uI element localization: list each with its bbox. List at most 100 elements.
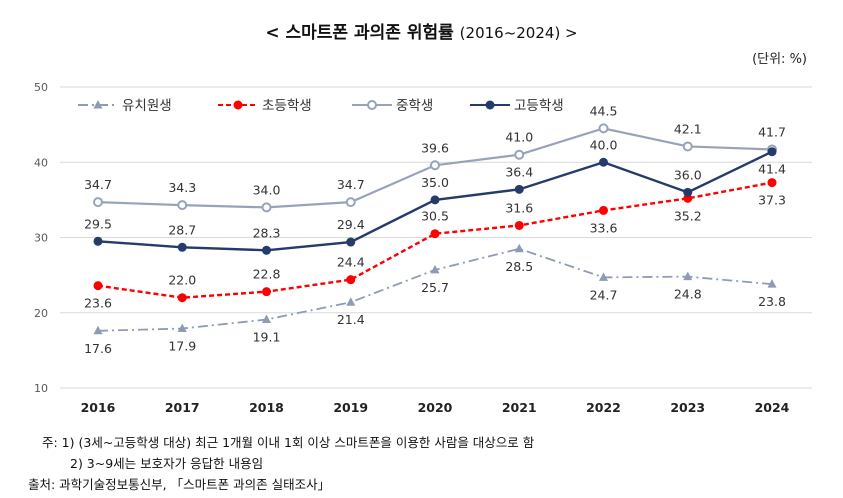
data-point-triangle	[767, 279, 777, 288]
legend-label: 중학생	[396, 98, 433, 114]
legend-item: 초등학생	[218, 98, 312, 114]
y-tick-label: 30	[34, 232, 48, 245]
legend-label: 유치원생	[122, 98, 172, 114]
data-label: 40.0	[590, 137, 618, 152]
data-label: 17.6	[84, 341, 112, 356]
legend-item: 유치원생	[78, 98, 172, 114]
legend-label: 고등학생	[514, 98, 564, 114]
data-point	[177, 200, 188, 211]
data-label: 44.5	[590, 103, 618, 118]
data-point	[430, 229, 440, 239]
x-tick-label: 2017	[165, 400, 200, 415]
note-1: 주: 1) (3세~고등학생 대상) 최근 1개월 이내 1회 이상 스마트폰을…	[42, 435, 535, 450]
data-point	[514, 149, 525, 160]
series-중학생: 34.7 34.3 34.0 34.7 39.6 41.0 44.5 42.1 41.7	[84, 103, 786, 213]
x-tick-label: 2021	[502, 400, 537, 415]
series-유치원생: 17.6 17.9 19.1 21.4 25.7 28.5 24.7 24.8 23.8	[84, 243, 786, 356]
data-point	[514, 184, 524, 194]
unit-label: (단위: %)	[752, 52, 807, 67]
note-2: 2) 3~9세는 보호자가 응답한 내용임	[70, 456, 264, 471]
x-tick-label: 2024	[755, 400, 790, 415]
data-point-triangle	[346, 297, 356, 306]
data-label: 34.7	[337, 177, 365, 192]
data-label: 39.6	[421, 140, 449, 155]
data-label: 30.5	[421, 209, 449, 224]
data-point	[262, 287, 271, 297]
data-point	[682, 141, 693, 152]
data-point	[262, 245, 271, 255]
source-note: 출처: 과학기술정보통신부, 「스마트폰 과의존 실태조사」	[28, 477, 331, 492]
data-point-triangle	[683, 271, 693, 281]
data-point	[430, 160, 440, 171]
data-label: 34.0	[253, 182, 281, 197]
data-label: 34.7	[84, 177, 112, 192]
series-line	[97, 181, 773, 299]
data-point	[767, 147, 777, 157]
data-label: 22.8	[253, 267, 281, 282]
chart-title: < 스마트폰 과의존 위험률 (2016~2024) >	[0, 18, 843, 43]
data-label: 23.8	[758, 294, 786, 309]
data-label: 22.0	[168, 273, 196, 288]
data-label: 28.3	[253, 225, 281, 240]
data-point-triangle	[93, 325, 103, 335]
x-tick-label: 2023	[670, 400, 705, 415]
legend-marker-icon	[485, 100, 495, 110]
data-point-triangle	[599, 272, 608, 281]
data-label: 35.0	[421, 175, 449, 190]
data-point	[346, 237, 356, 247]
data-point	[599, 205, 608, 215]
x-tick-label: 2016	[81, 400, 116, 415]
legend-item: 고등학생	[470, 98, 564, 114]
data-point	[430, 195, 440, 205]
data-point-triangle	[430, 264, 440, 274]
data-label: 36.4	[505, 164, 533, 179]
data-point-triangle	[514, 243, 524, 253]
data-point	[599, 157, 608, 167]
data-label: 36.0	[674, 167, 702, 182]
series-초등학생: 23.6 22.0 22.8 24.4 30.5 31.6 33.6 35.2 37.3	[84, 178, 786, 311]
data-label: 25.7	[421, 280, 449, 295]
legend-marker-icon	[367, 100, 377, 110]
data-label: 24.8	[674, 287, 702, 302]
data-point	[93, 197, 103, 208]
y-tick-label: 50	[34, 81, 48, 94]
data-point	[767, 178, 777, 188]
data-point-triangle	[177, 323, 187, 333]
x-tick-label: 2020	[418, 400, 453, 415]
data-label: 24.7	[590, 287, 618, 302]
data-label: 19.1	[253, 330, 281, 345]
legend-item: 중학생	[352, 98, 433, 114]
title-text: < 스마트폰 과의존 위험률	[265, 23, 454, 43]
data-point	[346, 275, 356, 285]
x-tick-label: 2022	[586, 400, 621, 415]
data-point	[683, 187, 693, 197]
data-point	[261, 202, 272, 213]
data-label: 17.9	[168, 339, 196, 354]
legend-marker-icon	[93, 100, 103, 109]
data-point	[93, 236, 103, 246]
data-label: 34.3	[168, 180, 196, 195]
legend-label: 초등학생	[262, 98, 312, 114]
line-chart: 10 20 30 40 50 2016 2017 2018 2019 2020 2021 2022 20…	[34, 81, 812, 415]
data-label: 42.1	[674, 121, 702, 136]
y-tick-label: 40	[34, 156, 48, 169]
data-label: 29.4	[337, 217, 365, 232]
data-label: 37.3	[758, 193, 786, 208]
data-point	[345, 197, 356, 208]
series-고등학생: 29.5 28.7 28.3 29.4 35.0 36.4 40.0 36.0 41.4	[84, 137, 786, 255]
data-label: 41.7	[758, 124, 786, 139]
x-tick-label: 2018	[249, 400, 284, 415]
data-point	[177, 242, 187, 252]
x-tick-label: 2019	[333, 400, 368, 415]
data-point	[514, 220, 524, 230]
data-label: 23.6	[84, 296, 112, 311]
data-label: 33.6	[590, 220, 618, 235]
data-label: 21.4	[337, 312, 365, 327]
data-label: 28.7	[168, 222, 196, 237]
data-label: 31.6	[505, 200, 533, 215]
data-label: 41.4	[758, 162, 786, 177]
data-label: 41.0	[505, 130, 533, 145]
y-tick-label: 20	[34, 307, 48, 320]
data-point	[598, 123, 609, 134]
